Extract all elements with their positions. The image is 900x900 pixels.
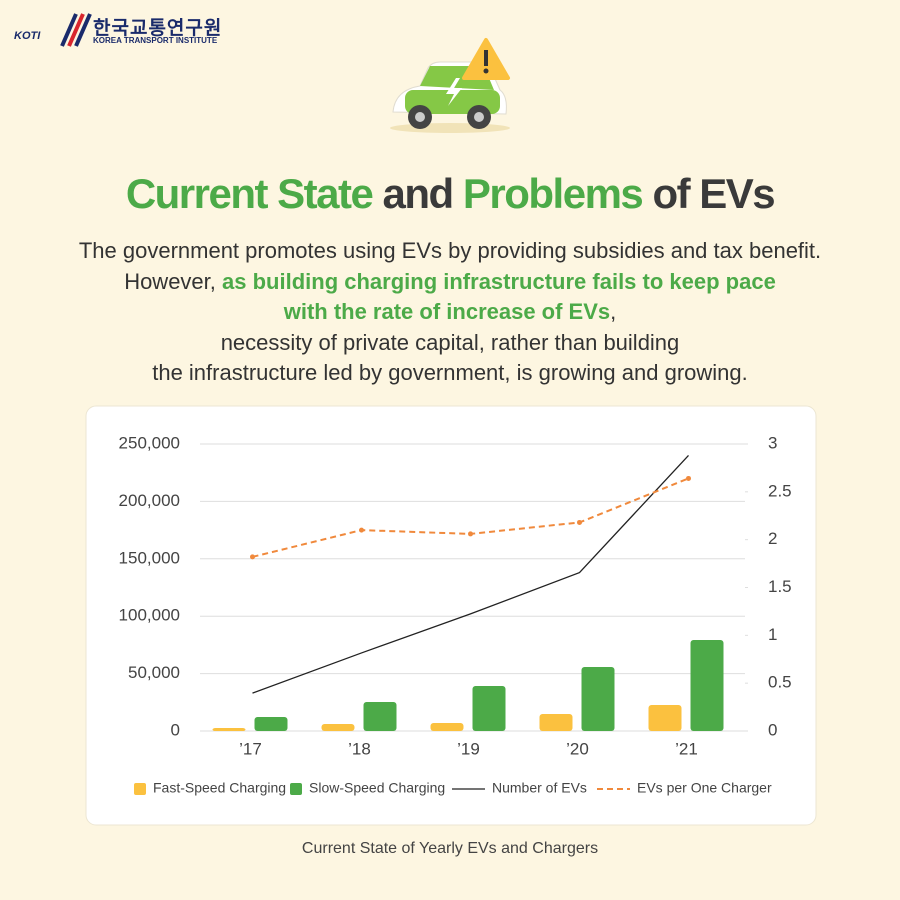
highlight-text: Problems	[462, 170, 644, 217]
logo-subtitle: KOREA TRANSPORT INSTITUTE	[93, 36, 218, 45]
chart-card	[85, 405, 817, 826]
point	[686, 475, 691, 481]
body-line: The government promotes using EVs by pro…	[0, 236, 900, 267]
logo-mark: KOTI	[14, 30, 41, 42]
legend-label: Slow-Speed Charging	[309, 780, 445, 796]
y2-tick-label: 3	[768, 433, 777, 452]
x-tick-label: ’19	[457, 739, 480, 758]
body-text: The government promotes using EVs by pro…	[0, 236, 900, 389]
x-tick-label: ’20	[566, 739, 589, 758]
x-tick-label: ’21	[675, 739, 698, 758]
text: of EVs	[642, 170, 775, 217]
bar	[363, 701, 397, 731]
y-tick-label: 200,000	[119, 491, 180, 510]
bar	[254, 716, 288, 731]
legend-swatch	[290, 783, 302, 795]
y-tick-label: 100,000	[119, 606, 180, 625]
car-illustration	[390, 38, 510, 133]
legend-label: EVs per One Charger	[637, 780, 772, 796]
text: The government promotes using EVs by pro…	[78, 238, 822, 263]
y2-tick-label: 1	[768, 625, 777, 644]
body-line: with the rate of increase of EVs,	[0, 297, 900, 328]
legend-label: Number of EVs	[492, 780, 587, 796]
text: ,	[610, 299, 617, 324]
text: necessity of private capital, rather tha…	[220, 329, 680, 355]
body-line: necessity of private capital, rather tha…	[0, 328, 900, 359]
highlight-text: as building charging infrastructure fail…	[222, 268, 776, 294]
text: and	[372, 170, 463, 217]
y2-tick-label: 1.5	[768, 577, 792, 596]
bar	[472, 685, 506, 731]
y2-tick-label: 2.5	[768, 481, 792, 500]
legend-label: Fast-Speed Charging	[153, 780, 286, 796]
point	[359, 527, 364, 533]
bar	[430, 722, 464, 731]
logo-name: 한국교통연구원	[93, 18, 223, 39]
bar	[212, 728, 246, 731]
bar	[581, 667, 615, 731]
y-tick-label: 150,000	[119, 548, 180, 567]
bar	[539, 714, 573, 731]
highlight-text: Current State	[125, 170, 374, 217]
y-tick-label: 250,000	[119, 433, 180, 452]
legend-swatch	[134, 783, 146, 795]
logo-icon	[60, 13, 92, 47]
line	[252, 455, 689, 694]
y2-tick-label: 0	[768, 720, 777, 739]
y2-tick-label: 0.5	[768, 673, 792, 692]
chart-title: Current State of Yearly EVs and Chargers	[302, 840, 598, 857]
text: the infrastructure led by government, is…	[152, 360, 748, 385]
headline: Current State and Problems of EVs	[0, 170, 900, 218]
x-tick-label: ’17	[239, 739, 262, 758]
y-tick-label: 0	[171, 720, 180, 739]
bar	[321, 723, 355, 731]
bar	[648, 705, 682, 731]
highlight-text: with the rate of increase of EVs	[283, 299, 611, 324]
body-line: the infrastructure led by government, is…	[0, 358, 900, 389]
text: However,	[124, 268, 223, 294]
y-tick-label: 50,000	[128, 663, 180, 682]
x-tick-label: ’18	[348, 739, 371, 758]
point	[468, 531, 473, 537]
point	[577, 519, 582, 525]
y2-tick-label: 2	[768, 529, 777, 548]
bar	[690, 639, 724, 731]
body-line: However, as building charging infrastruc…	[0, 267, 900, 298]
point	[250, 554, 255, 560]
